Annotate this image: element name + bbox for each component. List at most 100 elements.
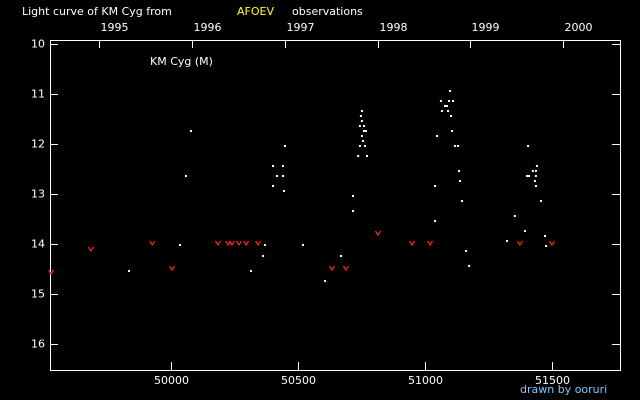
observation-point: [528, 175, 531, 177]
observation-point: [456, 145, 459, 147]
y-tick-label: 11: [31, 88, 45, 101]
upper-limit-marker: [516, 240, 523, 247]
observation-point: [461, 200, 464, 202]
chart-title-source: AFOEV: [237, 5, 274, 18]
y-tick-label: 15: [31, 288, 45, 301]
upper-limit-marker: [214, 240, 221, 247]
observation-point: [446, 105, 449, 107]
y-tick-label: 10: [31, 38, 45, 51]
observation-point: [340, 255, 343, 257]
observation-point: [534, 170, 537, 172]
observation-point: [468, 265, 471, 267]
x2-tick-label: 1995: [101, 21, 129, 34]
observation-point: [447, 110, 450, 112]
observation-point: [357, 155, 360, 157]
observation-point: [276, 175, 279, 177]
observation-point: [505, 240, 508, 242]
observation-point: [534, 185, 537, 187]
observation-point: [324, 280, 327, 282]
credit: drawn by ooruri: [520, 383, 607, 396]
observation-point: [272, 165, 275, 167]
observation-point: [362, 125, 365, 127]
observation-point: [262, 255, 265, 257]
observation-point: [534, 175, 537, 177]
star-label: KM Cyg (M): [150, 55, 213, 68]
observation-point: [452, 100, 455, 102]
observation-point: [179, 244, 182, 246]
upper-limit-marker: [342, 265, 349, 272]
observation-point: [513, 215, 516, 217]
upper-limit-marker: [374, 230, 381, 237]
observation-point: [458, 180, 461, 182]
upper-limit-marker: [235, 240, 242, 247]
observation-point: [526, 175, 529, 177]
chart-title-end: observations: [292, 5, 363, 18]
observation-point: [531, 170, 534, 172]
x2-tick-label: 1998: [380, 21, 408, 34]
observation-point: [448, 100, 451, 102]
x-tick-label: 51500: [535, 374, 570, 387]
observation-point: [453, 145, 456, 147]
x-tick-label: 51000: [408, 374, 443, 387]
observation-point: [358, 125, 361, 127]
upper-limit-marker: [87, 246, 94, 253]
upper-limit-marker: [48, 269, 55, 276]
observation-point: [184, 175, 187, 177]
observation-point: [524, 230, 526, 232]
observation-point: [281, 165, 284, 167]
observation-point: [358, 145, 361, 147]
x-tick-label: 50000: [154, 374, 189, 387]
chart-title: Light curve of KM Cyg from: [22, 5, 172, 18]
observation-point: [545, 245, 548, 247]
y-tick-label: 13: [31, 188, 45, 201]
y-tick-label: 12: [31, 138, 45, 151]
observation-point: [439, 100, 442, 102]
x-tick-label: 50500: [281, 374, 316, 387]
observation-point: [272, 185, 275, 187]
observation-point: [440, 110, 443, 112]
observation-point: [281, 175, 284, 177]
observation-point: [362, 130, 365, 132]
observation-point: [282, 190, 285, 192]
observation-point: [361, 140, 364, 142]
observation-point: [364, 130, 367, 132]
observation-point: [263, 244, 266, 246]
observation-point: [366, 155, 369, 157]
observation-point: [360, 135, 363, 137]
upper-limit-marker: [149, 240, 156, 247]
observation-point: [544, 235, 547, 237]
observation-point: [443, 105, 446, 107]
y-tick-label: 16: [31, 338, 45, 351]
observation-point: [301, 244, 304, 246]
upper-limit-marker: [426, 240, 434, 247]
observation-point: [450, 115, 453, 117]
observation-point: [359, 115, 362, 117]
observation-point: [434, 220, 437, 222]
observation-point: [249, 270, 252, 272]
observation-point: [363, 145, 366, 147]
observation-point: [436, 135, 439, 137]
observation-point: [527, 145, 530, 147]
plot-frame: [50, 40, 621, 371]
x2-tick-label: 1996: [194, 21, 222, 34]
upper-limit-marker: [168, 265, 175, 272]
observation-point: [434, 185, 437, 187]
observation-point: [127, 270, 130, 272]
observation-point: [465, 250, 468, 252]
upper-limit-marker: [328, 265, 335, 272]
upper-limit-marker: [408, 240, 415, 247]
observation-point: [352, 195, 355, 197]
x2-tick-label: 1997: [287, 21, 315, 34]
observation-point: [189, 130, 192, 132]
observation-point: [457, 170, 460, 172]
observation-point: [451, 130, 454, 132]
x2-tick-label: 1999: [472, 21, 500, 34]
observation-point: [283, 145, 286, 147]
upper-limit-marker: [548, 240, 555, 247]
upper-limit-marker: [228, 240, 235, 247]
observation-point: [540, 200, 543, 202]
observation-point: [535, 165, 538, 167]
upper-limit-marker: [255, 240, 262, 247]
observation-point: [533, 180, 536, 182]
